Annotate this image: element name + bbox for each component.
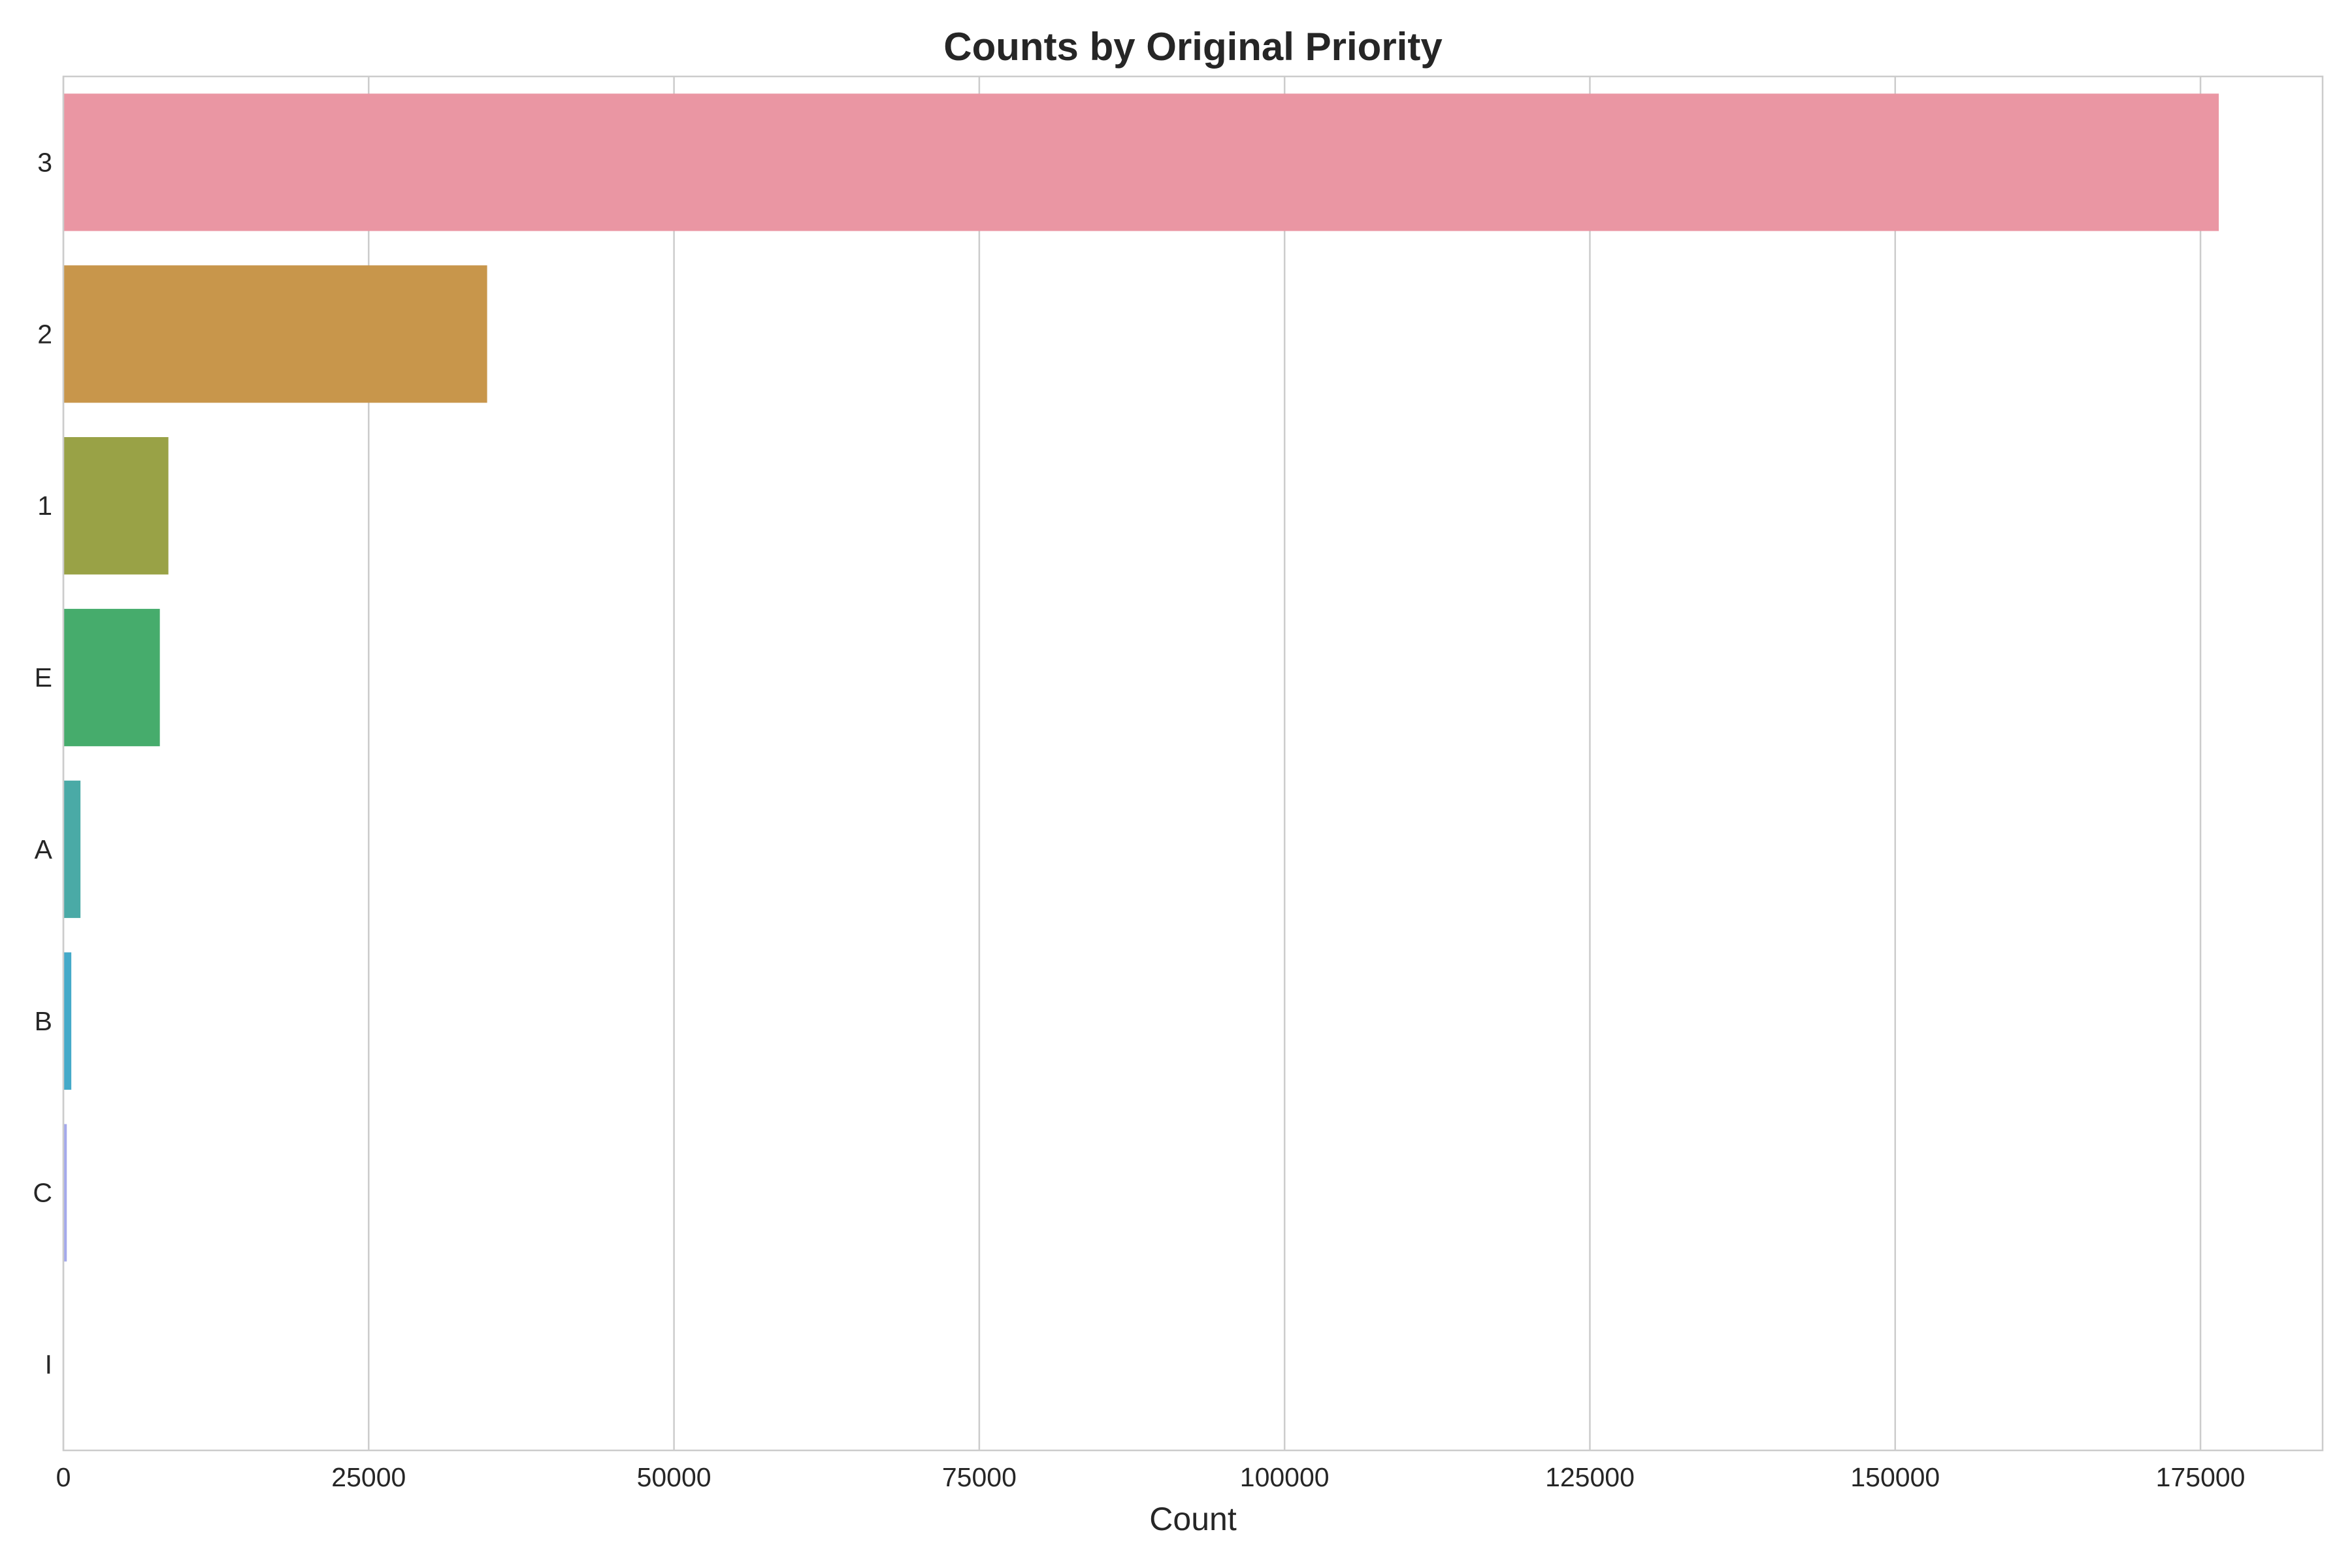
x-tick-label: 75000 (942, 1462, 1017, 1492)
x-tick-label: 125000 (1545, 1462, 1635, 1492)
x-tick-label: 50000 (637, 1462, 711, 1492)
chart-title: Counts by Original Priority (943, 25, 1443, 69)
bar-1 (63, 437, 169, 575)
x-tick-label: 175000 (2156, 1462, 2246, 1492)
bar-e (63, 608, 160, 747)
y-tick-label: 3 (37, 147, 52, 177)
y-tick-label: A (35, 834, 53, 864)
x-tick-labels: 0 25000 50000 75000 100000 125000 150000 175000 (56, 1462, 2246, 1492)
y-tick-label: 1 (37, 491, 52, 521)
y-tick-label: C (33, 1178, 52, 1208)
bar-b (63, 952, 72, 1090)
x-tick-label: 0 (56, 1462, 71, 1492)
bar-a (63, 780, 81, 919)
bars (63, 93, 2219, 1433)
x-axis-title: Count (1149, 1501, 1237, 1537)
y-tick-label: I (45, 1350, 52, 1380)
y-tick-label: B (35, 1006, 52, 1036)
bar-3 (63, 93, 2219, 231)
y-tick-labels: 3 2 1 E A B C I (33, 147, 52, 1379)
bar-2 (63, 265, 487, 403)
x-tick-label: 25000 (331, 1462, 406, 1492)
y-tick-label: 2 (37, 319, 52, 349)
x-tick-label: 100000 (1240, 1462, 1330, 1492)
bar-c (63, 1124, 67, 1262)
x-tick-label: 150000 (1850, 1462, 1940, 1492)
plot-frame (62, 75, 2324, 1452)
y-tick-label: E (35, 662, 52, 693)
